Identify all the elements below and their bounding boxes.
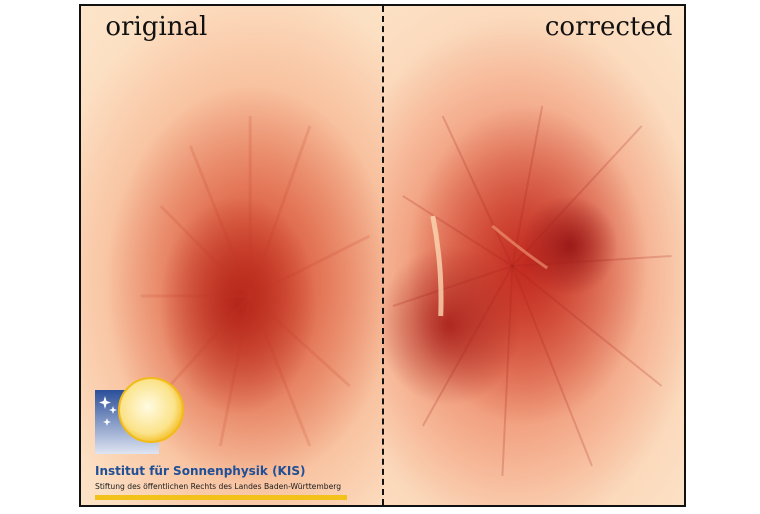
penumbral-filaments <box>140 116 371 447</box>
original-panel-title: original <box>105 12 208 42</box>
penumbral-filaments <box>392 105 672 477</box>
original-image-panel: original <box>81 6 383 505</box>
corrected-panel-title: corrected <box>544 12 673 42</box>
institute-name: Institut für Sonnenphysik (KIS) <box>95 464 306 478</box>
institute-tagline: Stiftung des öffentlichen Rechts des Lan… <box>95 482 342 491</box>
image-frame: original corrected <box>79 4 686 507</box>
panel-divider <box>381 6 384 505</box>
kis-sun-emblem-icon <box>95 377 184 454</box>
corrected-image-panel: corrected <box>382 6 684 505</box>
logo-accent-bar <box>95 495 347 500</box>
kis-logo: Institut für Sonnenphysik (KIS) Stiftung… <box>95 374 365 502</box>
